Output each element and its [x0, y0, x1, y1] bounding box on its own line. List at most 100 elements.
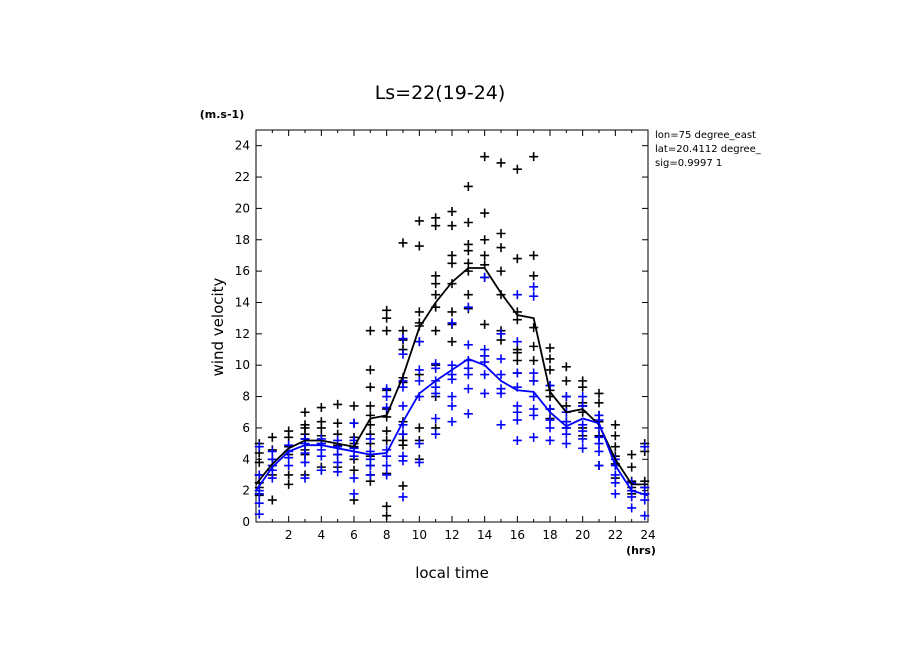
- series-1-point: [349, 401, 359, 411]
- series-1-point: [480, 208, 490, 218]
- x-tick-label: 18: [542, 528, 557, 542]
- x-tick-label: 14: [477, 528, 492, 542]
- series-2-point: [447, 360, 457, 370]
- series-2-point: [447, 401, 457, 411]
- x-tick-label: 24: [640, 528, 655, 542]
- series-2-point: [398, 492, 408, 502]
- series-1-point: [284, 432, 294, 442]
- x-tick-label: 12: [444, 528, 459, 542]
- mean-lines: [255, 267, 649, 497]
- series-1-point: [594, 388, 604, 398]
- series-2-point: [545, 423, 555, 433]
- series-2-point: [398, 456, 408, 466]
- series-1-point: [561, 376, 571, 386]
- series-2-point: [333, 467, 343, 477]
- series-2-point: [627, 503, 637, 513]
- series-2-point: [496, 329, 506, 339]
- series-2-point: [545, 415, 555, 425]
- series-2-point: [414, 337, 424, 347]
- series-2-point: [447, 374, 457, 384]
- series-2-point: [300, 473, 310, 483]
- series-2-point: [610, 478, 620, 488]
- x-axis-label: local time: [415, 564, 489, 582]
- series-1-point: [431, 221, 441, 231]
- series-2-point: [463, 370, 473, 380]
- series-2-point: [414, 365, 424, 375]
- series-1-point: [382, 511, 392, 521]
- y-tick-label: 14: [235, 295, 250, 309]
- series-2-point: [480, 272, 490, 282]
- series-1-point: [284, 470, 294, 480]
- series-2-point: [431, 388, 441, 398]
- series-1-point: [463, 246, 473, 256]
- series-2-point: [496, 354, 506, 364]
- series-1-point: [480, 152, 490, 162]
- series-2-point: [349, 473, 359, 483]
- series-1-point: [512, 355, 522, 365]
- series-1-point: [333, 399, 343, 409]
- series-2-point: [578, 426, 588, 436]
- chart-title: Ls=22(19-24): [375, 82, 506, 104]
- series-1-point: [382, 501, 392, 511]
- y-tick-label: 24: [235, 139, 250, 153]
- annotation-lat: lat=20.4112 degree_: [655, 144, 762, 155]
- series-1-point: [447, 221, 457, 231]
- series-2-point: [512, 435, 522, 445]
- series-1-point: [512, 164, 522, 174]
- series-2-point: [267, 473, 277, 483]
- series-2-point: [382, 392, 392, 402]
- data-marks: [254, 152, 650, 521]
- series-2-point: [398, 334, 408, 344]
- series-2-point: [254, 470, 264, 480]
- y-tick-label: 2: [242, 484, 250, 498]
- series-2-point: [512, 368, 522, 378]
- series-1-point: [414, 307, 424, 317]
- x-tick-label: 2: [285, 528, 293, 542]
- annotation-sig: sig=0.9997 1: [655, 158, 722, 169]
- series-2-point: [284, 453, 294, 463]
- series-1-point: [431, 271, 441, 281]
- series-2-point: [529, 376, 539, 386]
- series-1-point: [545, 354, 555, 364]
- series-2-point: [561, 439, 571, 449]
- series-2-point: [333, 457, 343, 467]
- series-2-point: [254, 489, 264, 499]
- series-1-point: [398, 481, 408, 491]
- series-1-point: [496, 243, 506, 253]
- series-2-point: [333, 450, 343, 460]
- series-1-point: [545, 365, 555, 375]
- series-2-point: [496, 420, 506, 430]
- series-2-point: [398, 382, 408, 392]
- series-1-point: [365, 401, 375, 411]
- series-1-point: [365, 326, 375, 336]
- series-2-point: [529, 432, 539, 442]
- series-1-point: [382, 435, 392, 445]
- series-1-point: [365, 365, 375, 375]
- series-2-point: [578, 392, 588, 402]
- series-2-point: [578, 434, 588, 444]
- series-1-point: [512, 315, 522, 325]
- series-1-point: [382, 305, 392, 315]
- series-2-point: [349, 451, 359, 461]
- series-1-point: [610, 431, 620, 441]
- series-2-point: [529, 282, 539, 292]
- series-2-point: [640, 511, 650, 521]
- series-2-point: [300, 448, 310, 458]
- series-1-point: [254, 457, 264, 467]
- series-2-point: [382, 461, 392, 471]
- y-tick-label: 6: [242, 421, 250, 435]
- series-2-point: [398, 401, 408, 411]
- series-2-point: [610, 470, 620, 480]
- y-tick-label: 4: [242, 452, 250, 466]
- series-2-point: [463, 302, 473, 312]
- series-2-point: [463, 409, 473, 419]
- series-1-point: [447, 307, 457, 317]
- series-2-point: [414, 376, 424, 386]
- series-2-point: [300, 457, 310, 467]
- series-1-point: [545, 343, 555, 353]
- series-1-point: [316, 403, 326, 413]
- series-2-point: [512, 290, 522, 300]
- series-1-point: [447, 250, 457, 260]
- series-1-mean-line: [255, 267, 648, 486]
- series-2-point: [254, 442, 264, 452]
